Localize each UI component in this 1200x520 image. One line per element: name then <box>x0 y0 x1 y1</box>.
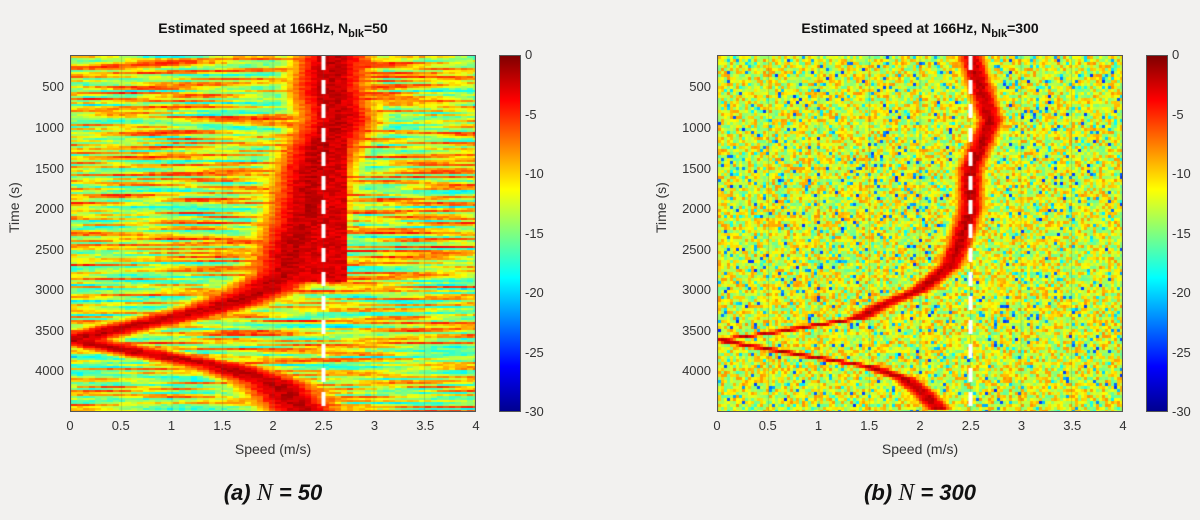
colorbar-tick-label: 0 <box>1172 47 1180 62</box>
heatmap-image <box>71 56 475 411</box>
x-tick-label: 2 <box>269 418 277 433</box>
subfigure-caption: (b) N = 300 <box>717 480 1123 507</box>
title-text: Estimated speed at 166Hz, N <box>801 20 992 36</box>
colorbar-tick-label: -10 <box>525 166 544 181</box>
caption-value: = 300 <box>914 480 976 505</box>
x-tick-label: 3.5 <box>416 418 435 433</box>
y-tick-label: 1500 <box>682 160 711 176</box>
title-tail: =300 <box>1007 20 1039 36</box>
caption-symbol: N <box>898 480 915 506</box>
chart-title: Estimated speed at 166Hz, Nblk=50 <box>70 20 476 40</box>
caption-label: (a) <box>223 480 257 505</box>
x-tick-label: 2 <box>916 418 924 433</box>
colorbar <box>1146 55 1168 412</box>
heatmap-image <box>718 56 1122 411</box>
x-tick-label: 1 <box>814 418 823 433</box>
y-tick-label: 1000 <box>35 120 64 136</box>
colorbar-tick-label: -25 <box>1172 344 1191 360</box>
y-tick-label: 2000 <box>682 201 711 217</box>
x-tick-label: 4 <box>472 418 480 433</box>
x-tick-label: 1.5 <box>860 418 879 433</box>
y-tick-label: 500 <box>689 79 711 95</box>
colorbar-tick-label: -30 <box>525 404 544 419</box>
x-axis-label: Speed (m/s) <box>234 441 312 457</box>
colorbar-tick-label: -10 <box>1172 166 1191 181</box>
title-text: Estimated speed at 166Hz, N <box>158 20 349 36</box>
x-tick-label: 4 <box>1119 418 1127 433</box>
plot-area <box>70 55 476 412</box>
y-tick-label: 1000 <box>682 120 711 136</box>
chart-panel-b: Estimated speed at 166Hz, Nblk=300 Time … <box>647 0 1200 520</box>
colorbar-tick-label: -5 <box>1172 106 1184 122</box>
colorbar-tick-label: 0 <box>525 47 533 62</box>
y-tick-label: 4000 <box>35 363 64 379</box>
x-axis-label: Speed (m/s) <box>881 441 959 457</box>
plot-area <box>717 55 1123 412</box>
caption-label: (b) <box>864 480 899 505</box>
x-tick-label: 0.5 <box>111 418 130 433</box>
y-tick-label: 3000 <box>35 282 64 298</box>
y-tick-label: 3500 <box>35 322 64 338</box>
colorbar-tick-label: -15 <box>525 225 544 241</box>
x-tick-label: 0 <box>66 418 74 433</box>
caption-symbol: N <box>256 480 273 506</box>
chart-title: Estimated speed at 166Hz, Nblk=300 <box>717 20 1123 40</box>
colorbar-tick-label: -15 <box>1172 225 1191 241</box>
y-tick-label: 1500 <box>35 160 64 176</box>
colorbar-tick-label: -5 <box>525 106 537 122</box>
x-tick-label: 3 <box>370 418 379 433</box>
y-tick-label: 2500 <box>35 241 64 257</box>
colorbar-tick-label: -20 <box>525 285 544 300</box>
y-tick-label: 3000 <box>682 282 711 298</box>
x-tick-label: 2.5 <box>314 418 333 433</box>
x-tick-label: 0 <box>713 418 721 433</box>
caption-value: = 50 <box>272 480 323 505</box>
colorbar-tick-label: -20 <box>1172 285 1191 300</box>
title-subscript: blk <box>348 27 364 40</box>
y-tick-label: 2500 <box>682 241 711 257</box>
title-subscript: blk <box>991 27 1008 40</box>
colorbar-tick-label: -30 <box>1172 404 1191 419</box>
x-tick-label: 0.5 <box>758 418 777 433</box>
subfigure-caption: (a) N = 50 <box>70 480 476 507</box>
colorbar <box>499 55 521 412</box>
colorbar-tick-label: -25 <box>525 344 544 360</box>
chart-panel-a: Estimated speed at 166Hz, Nblk=50 Time (… <box>6 20 544 507</box>
x-tick-label: 3 <box>1017 418 1026 433</box>
x-tick-label: 1.5 <box>213 418 232 433</box>
title-tail: =50 <box>364 20 388 36</box>
y-tick-label: 4000 <box>682 363 711 379</box>
y-tick-label: 500 <box>42 79 64 95</box>
y-tick-label: 3500 <box>682 322 711 338</box>
y-tick-label: 2000 <box>35 201 64 217</box>
x-tick-label: 1 <box>167 418 176 433</box>
x-tick-label: 2.5 <box>961 418 980 433</box>
x-tick-label: 3.5 <box>1063 418 1082 433</box>
